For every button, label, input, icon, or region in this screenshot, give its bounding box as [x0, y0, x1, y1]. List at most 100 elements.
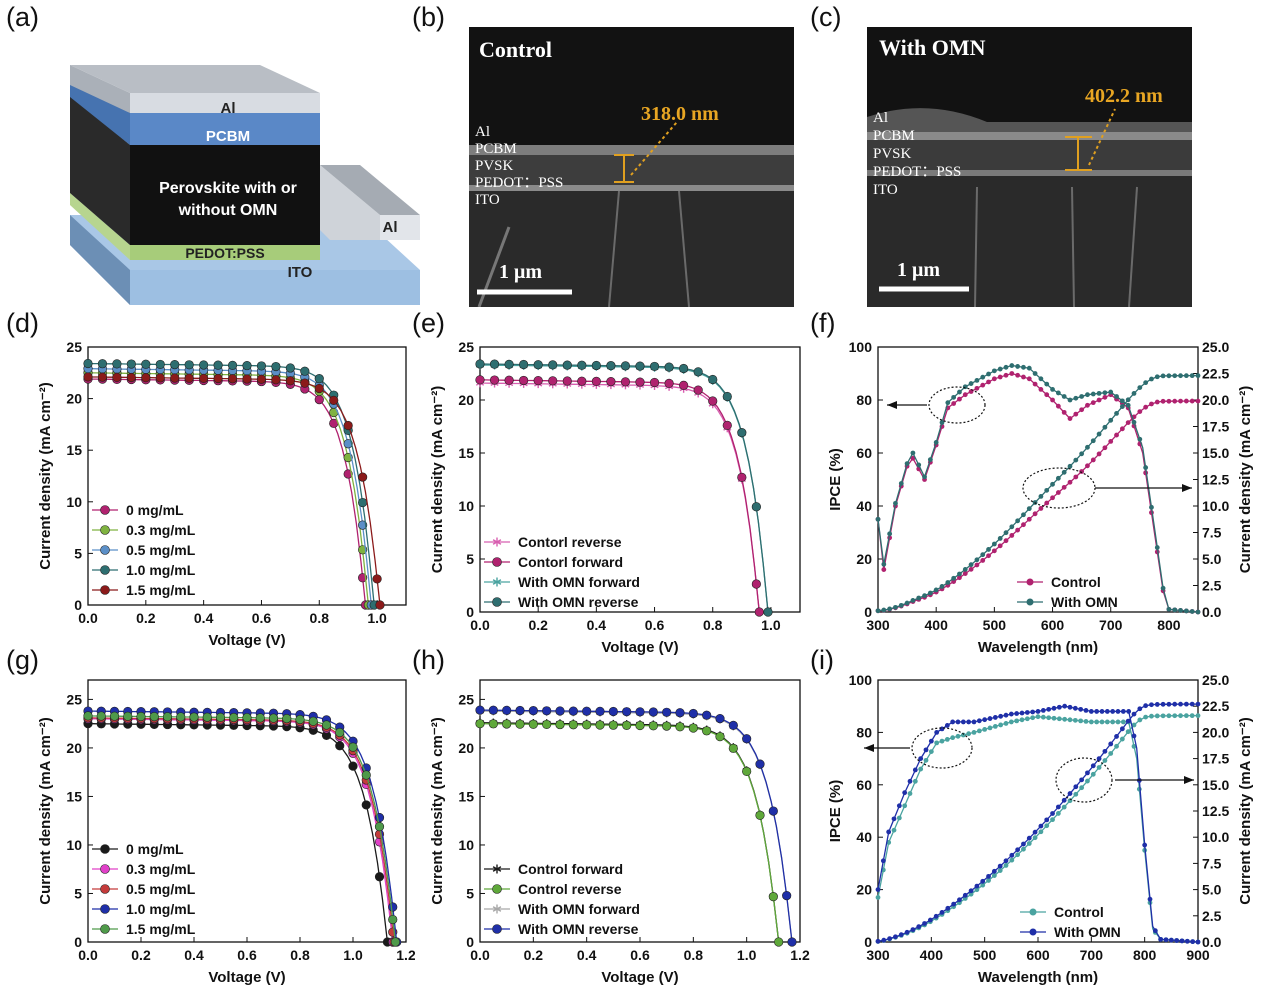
legend-label: 0 mg/mL	[126, 841, 184, 857]
ipce-point	[1085, 392, 1090, 398]
ipce-point	[1051, 705, 1057, 711]
jsc-point	[1114, 734, 1119, 739]
ipce-point	[1062, 703, 1068, 709]
jsc-point	[1021, 512, 1026, 518]
data-point-stroke	[492, 866, 502, 872]
x-tick-label: 1.2	[396, 947, 415, 963]
y-tick-label: 25	[458, 691, 474, 707]
data-point	[606, 377, 616, 387]
x-tick-label: 400	[920, 947, 944, 963]
jsc-point	[968, 888, 974, 894]
ipce-point	[944, 723, 950, 728]
y2-tick-label: 15.0	[1202, 777, 1229, 793]
jsc-point	[1050, 481, 1055, 487]
jsc-point	[1166, 713, 1172, 719]
ipce-point	[1015, 372, 1021, 378]
sem-layer: Al	[475, 124, 490, 140]
x-tick-label: 300	[866, 617, 890, 633]
jsc-point	[1009, 533, 1015, 538]
ipce-point	[1078, 718, 1084, 724]
ipce-point	[1026, 376, 1032, 382]
ipce-point	[1088, 709, 1094, 714]
data-point	[755, 810, 765, 820]
ipce-point	[1102, 390, 1108, 396]
jsc-point	[1038, 494, 1044, 499]
x-tick-label: 1.0	[737, 947, 757, 963]
data-point	[679, 363, 689, 374]
y-tick-label: 25	[66, 691, 82, 707]
data-point	[100, 585, 110, 595]
data-point	[141, 359, 151, 369]
panel-label-a: (a)	[6, 2, 39, 32]
data-point	[184, 360, 194, 370]
ipce-point	[896, 815, 902, 821]
jsc-point	[1090, 771, 1096, 777]
legend-label: Control	[1051, 574, 1101, 590]
jsc-point	[957, 575, 962, 581]
ipce-point	[944, 736, 950, 742]
data-point	[519, 375, 529, 386]
y2-tick-label: 0.0	[1202, 934, 1222, 950]
chart-d: 0.0 0.2 0.4 0.6 0.8 1.0 0 5 10 15 20 25 Voltage (V) C…	[37, 339, 407, 649]
chart-f: 300 400 500 600 700 800 0 20 40 60 80 100 Wavelength…	[827, 339, 1254, 656]
guide-ellipse	[911, 727, 973, 769]
jsc-point	[1061, 469, 1067, 475]
x-tick-label: 0.2	[131, 947, 151, 963]
sem-layer: PEDOT：PSS	[873, 164, 962, 180]
ipce-point	[1062, 716, 1068, 722]
data-point	[562, 376, 572, 386]
jsc-point	[881, 607, 887, 613]
data-point	[693, 367, 703, 377]
data-point	[608, 720, 618, 730]
y-tick-label: 10	[458, 498, 474, 514]
jsc-point	[1090, 763, 1096, 769]
y-tick-label: 10	[66, 837, 82, 853]
data-point-stroke	[492, 539, 502, 545]
data-point	[388, 902, 398, 912]
x-tick-label: 0.8	[684, 947, 704, 963]
data-point	[242, 360, 252, 371]
ipce-point	[1046, 715, 1052, 721]
ipce-point	[881, 567, 887, 572]
ipce-point	[957, 389, 962, 395]
panel-label-b: (b)	[412, 2, 445, 32]
data-point	[358, 472, 368, 482]
ipce-point	[960, 719, 966, 725]
data-point	[199, 373, 209, 383]
x-tick-label: 0.0	[470, 617, 490, 633]
jsc-point	[991, 868, 997, 874]
data-point	[515, 719, 525, 729]
jsc-point	[968, 566, 974, 572]
data-point	[595, 720, 605, 730]
jsc-point	[1189, 701, 1195, 707]
y2-tick-label: 25.0	[1202, 339, 1229, 355]
label-perovskite-2: without OMN	[178, 202, 278, 219]
ipce-point	[1168, 937, 1174, 943]
x-tick-label: 0.6	[237, 947, 257, 963]
data-point	[321, 720, 332, 730]
ipce-point	[1015, 364, 1021, 369]
ipce-point	[916, 462, 922, 468]
data-point	[708, 374, 718, 385]
jsc-point	[1061, 797, 1067, 803]
jsc-point	[1195, 713, 1201, 719]
data-point	[702, 726, 712, 736]
x-tick-label: 1.0	[761, 617, 781, 633]
label-al: Al	[221, 100, 236, 117]
jsc-point	[1026, 841, 1032, 846]
y-tick-label: 15	[66, 442, 82, 458]
data-point-stroke	[492, 579, 502, 585]
data-point	[227, 374, 238, 384]
panel-label-c: (c)	[810, 2, 842, 32]
data-point	[492, 597, 502, 607]
jsc-point	[916, 924, 922, 930]
data-point	[737, 428, 747, 438]
jsc-point	[974, 562, 980, 568]
ipce-point	[1003, 372, 1009, 378]
ipce-point	[939, 726, 945, 732]
jsc-point	[945, 905, 951, 911]
data-point	[787, 937, 797, 947]
y2-tick-label: 17.5	[1202, 751, 1229, 767]
jsc-point	[1061, 804, 1067, 810]
jsc-point	[1038, 829, 1044, 835]
